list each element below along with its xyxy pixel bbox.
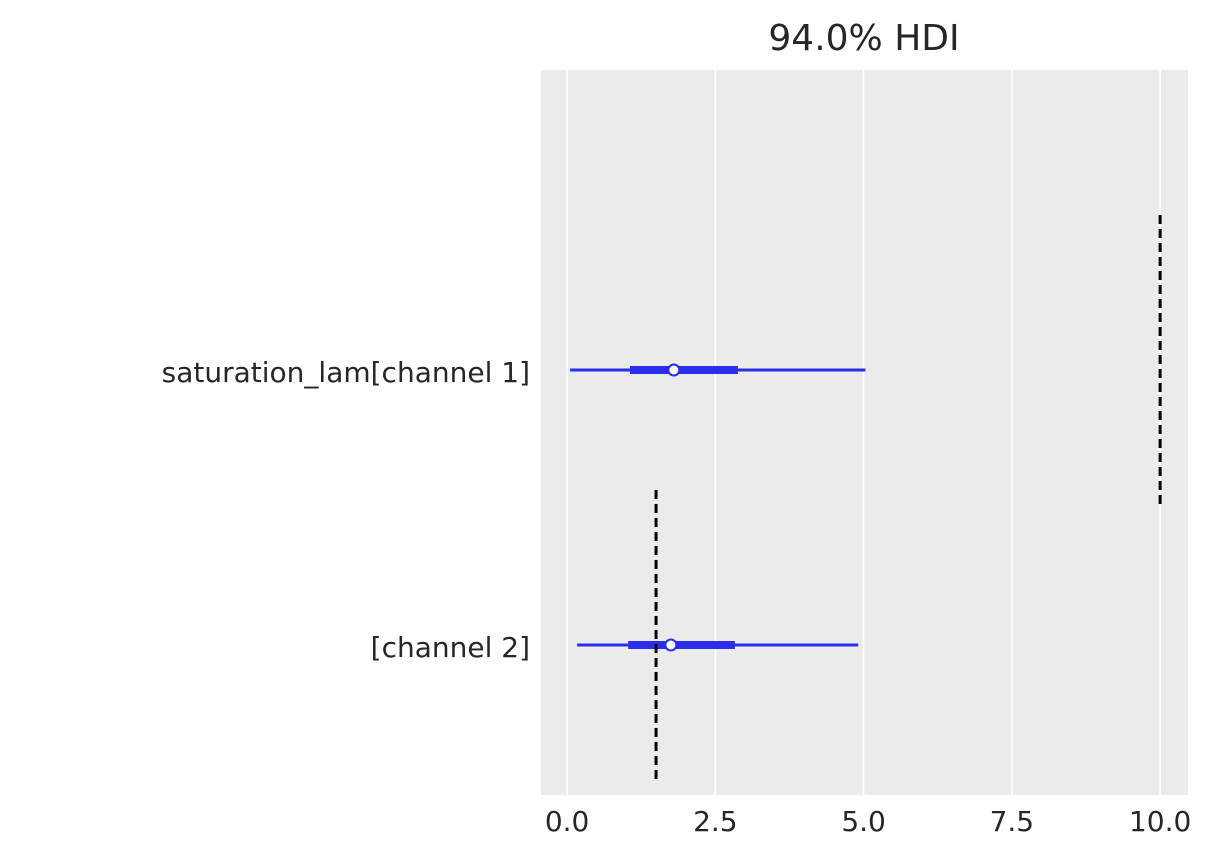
plot-area <box>541 70 1188 795</box>
y-tick-label: [channel 2] <box>371 631 530 664</box>
x-tick-label: 5.0 <box>841 805 886 838</box>
y-tick-label: saturation_lam[channel 1] <box>162 356 530 389</box>
x-tick-label: 2.5 <box>693 805 738 838</box>
x-tick-label: 10.0 <box>1129 805 1191 838</box>
x-tick-label: 7.5 <box>990 805 1035 838</box>
point-estimate <box>667 363 681 377</box>
chart-title: 94.0% HDI <box>768 18 959 59</box>
point-estimate <box>664 638 678 652</box>
x-tick-label: 0.0 <box>545 805 590 838</box>
